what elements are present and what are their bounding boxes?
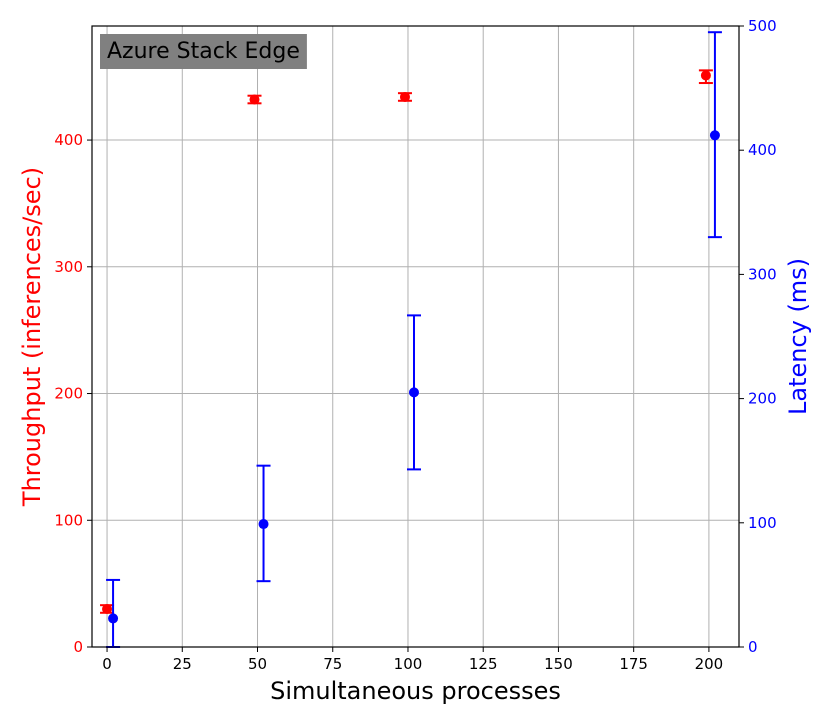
x-tick-label: 50	[248, 655, 267, 673]
x-tick-label: 75	[323, 655, 342, 673]
left-tick-label: 0	[73, 638, 83, 656]
latency-point	[258, 519, 269, 530]
right-tick-label: 500	[748, 17, 777, 35]
throughput-point	[249, 94, 260, 105]
plot-frame	[91, 25, 740, 648]
right-axis-title: Latency (ms)	[784, 258, 812, 415]
latency-point	[709, 130, 720, 141]
x-tick-label: 175	[619, 655, 648, 673]
left-tick-label: 200	[54, 385, 83, 403]
throughput-point	[399, 91, 410, 102]
throughput-series	[100, 69, 713, 614]
annotation-background	[100, 34, 307, 69]
x-tick-label: 0	[102, 655, 112, 673]
latency-point	[108, 613, 119, 624]
latency-series	[106, 31, 722, 648]
grid	[92, 26, 739, 648]
x-axis-title: Simultaneous processes	[270, 677, 561, 705]
latency-point	[408, 387, 419, 398]
left-axis-ticks: 0 100 200 300 400	[54, 131, 92, 656]
left-tick-label: 300	[54, 258, 83, 276]
right-tick-label: 100	[748, 514, 777, 532]
x-tick-label: 200	[695, 655, 724, 673]
annotation-text: Azure Stack Edge	[107, 39, 300, 64]
x-tick-label: 25	[173, 655, 192, 673]
x-axis-ticks: 0 25 50 75 100 125 150 175 200	[102, 647, 723, 673]
left-axis-title: Throughput (inferences/sec)	[18, 167, 46, 507]
annotation-box: Azure Stack Edge	[100, 34, 307, 69]
left-tick-label: 100	[54, 511, 83, 529]
left-tick-label: 400	[54, 131, 83, 149]
right-tick-label: 200	[748, 390, 777, 408]
right-tick-label: 300	[748, 265, 777, 283]
x-tick-label: 100	[394, 655, 423, 673]
right-tick-label: 0	[748, 638, 758, 656]
x-tick-label: 125	[469, 655, 498, 673]
right-tick-label: 400	[748, 141, 777, 159]
x-tick-label: 150	[544, 655, 573, 673]
throughput-point	[700, 70, 711, 81]
right-axis-ticks: 0 100 200 300 400 500	[739, 17, 777, 656]
throughput-point	[102, 603, 113, 614]
